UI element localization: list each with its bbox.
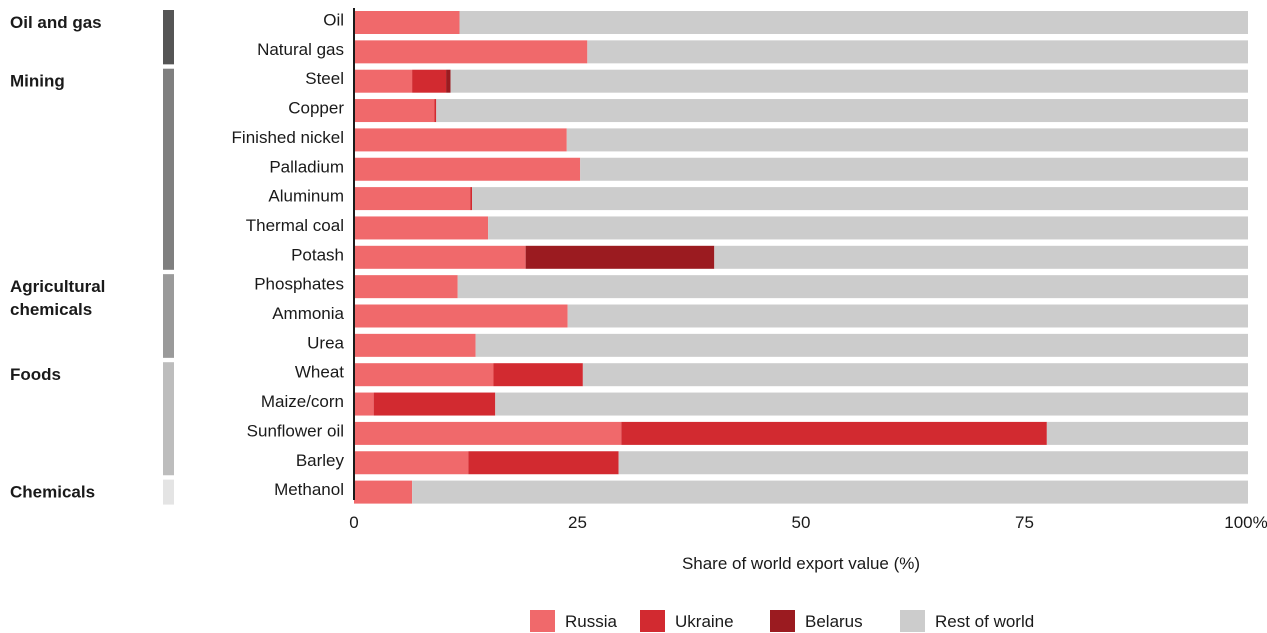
legend-swatch (900, 610, 925, 632)
category-label: Urea (307, 333, 344, 352)
bar-segment-rest-of-world (566, 128, 1248, 152)
bar-segment-rest-of-world (472, 187, 1248, 211)
bar-segment-rest-of-world (475, 333, 1249, 357)
group-bar (163, 68, 174, 270)
category-label: Copper (288, 99, 344, 118)
group-label: Mining (10, 72, 65, 91)
bar-segment-russia (354, 392, 374, 416)
category-label: Palladium (269, 157, 344, 176)
category-label: Sunflower oil (247, 421, 344, 440)
legend-swatch (770, 610, 795, 632)
group-bar (163, 10, 174, 65)
group-layer: Oil and gas Mining Agricultural chemicals Fo… (10, 10, 174, 505)
group-bar (163, 362, 174, 476)
bar-segment-russia (354, 69, 413, 93)
x-tick-label: 100% (1224, 513, 1267, 532)
category-label: Potash (291, 245, 344, 264)
bar-segment-rest-of-world (580, 157, 1248, 181)
category-label: Ammonia (272, 304, 344, 323)
bar-segment-belarus (525, 245, 715, 269)
bar-segment-russia (354, 304, 568, 328)
bar-segment-rest-of-world (495, 392, 1248, 416)
x-tick-label: 50 (792, 513, 811, 532)
category-label: Methanol (274, 480, 344, 499)
bar-segment-ukraine (434, 99, 437, 123)
bar-segment-rest-of-world (450, 69, 1248, 93)
legend-swatch (530, 610, 555, 632)
legend: Russia Ukraine Belarus Rest of world (530, 610, 1034, 632)
bar-segment-ukraine (621, 421, 1047, 445)
legend-label: Rest of world (935, 612, 1034, 631)
bar-segment-russia (354, 480, 413, 504)
category-label: Steel (305, 69, 344, 88)
legend-label: Russia (565, 612, 618, 631)
x-tick-label: 25 (568, 513, 587, 532)
bar-segment-rest-of-world (436, 99, 1248, 123)
bar-segment-russia (354, 187, 471, 211)
group-label: Agricultural chemicals (10, 277, 105, 319)
group-bar (163, 479, 174, 505)
legend-label: Ukraine (675, 612, 734, 631)
bar-segment-ukraine (412, 69, 447, 93)
bar-segment-rest-of-world (587, 40, 1248, 64)
bar-segment-rest-of-world (488, 216, 1249, 240)
bar-segment-russia (354, 333, 476, 357)
bar-segment-ukraine (493, 363, 583, 387)
group-label: Oil and gas (10, 13, 102, 32)
category-label: Barley (296, 451, 345, 470)
category-label: Finished nickel (232, 128, 344, 147)
group-label: Chemicals (10, 483, 95, 502)
x-axis-title: Share of world export value (%) (682, 554, 920, 573)
bar-segment-rest-of-world (457, 275, 1249, 299)
bar-segment-russia (354, 363, 494, 387)
category-label: Natural gas (257, 40, 344, 59)
group-bar (163, 274, 174, 358)
bar-segment-ukraine (373, 392, 496, 416)
bar-segment-rest-of-world (582, 363, 1248, 387)
group-label: Foods (10, 365, 61, 384)
bar-segment-ukraine (470, 187, 473, 211)
bar-segment-russia (354, 451, 469, 475)
bar-segment-russia (354, 128, 567, 152)
bar-segment-russia (354, 99, 435, 123)
bar-segment-rest-of-world (412, 480, 1248, 504)
bar-segment-russia (354, 157, 581, 181)
category-label: Thermal coal (246, 216, 344, 235)
category-label: Oil (323, 11, 344, 30)
bar-segment-russia (354, 40, 588, 64)
category-label-layer: Oil Natural gas Steel Copper Finished nickel… (232, 11, 345, 500)
category-label: Phosphates (254, 275, 344, 294)
x-tick-layer: 0 25 50 75 100% (349, 513, 1267, 532)
category-label: Wheat (295, 363, 344, 382)
bar-segment-belarus (446, 69, 451, 93)
bar-segment-rest-of-world (567, 304, 1248, 328)
bar-segment-ukraine (468, 451, 619, 475)
bar-segment-rest-of-world (618, 451, 1248, 475)
legend-swatch (640, 610, 665, 632)
category-label: Aluminum (268, 187, 344, 206)
bar-segment-russia (354, 245, 526, 269)
legend-label: Belarus (805, 612, 863, 631)
category-label: Maize/corn (261, 392, 344, 411)
bar-segment-rest-of-world (1046, 421, 1248, 445)
x-tick-label: 75 (1015, 513, 1034, 532)
x-tick-label: 0 (349, 513, 358, 532)
bar-segment-russia (354, 216, 489, 240)
bar-segment-russia (354, 421, 622, 445)
bar-segment-rest-of-world (459, 11, 1248, 34)
bar-segment-rest-of-world (714, 245, 1248, 269)
bar-layer (354, 11, 1249, 504)
bar-segment-russia (354, 275, 458, 299)
bar-segment-russia (354, 11, 460, 34)
